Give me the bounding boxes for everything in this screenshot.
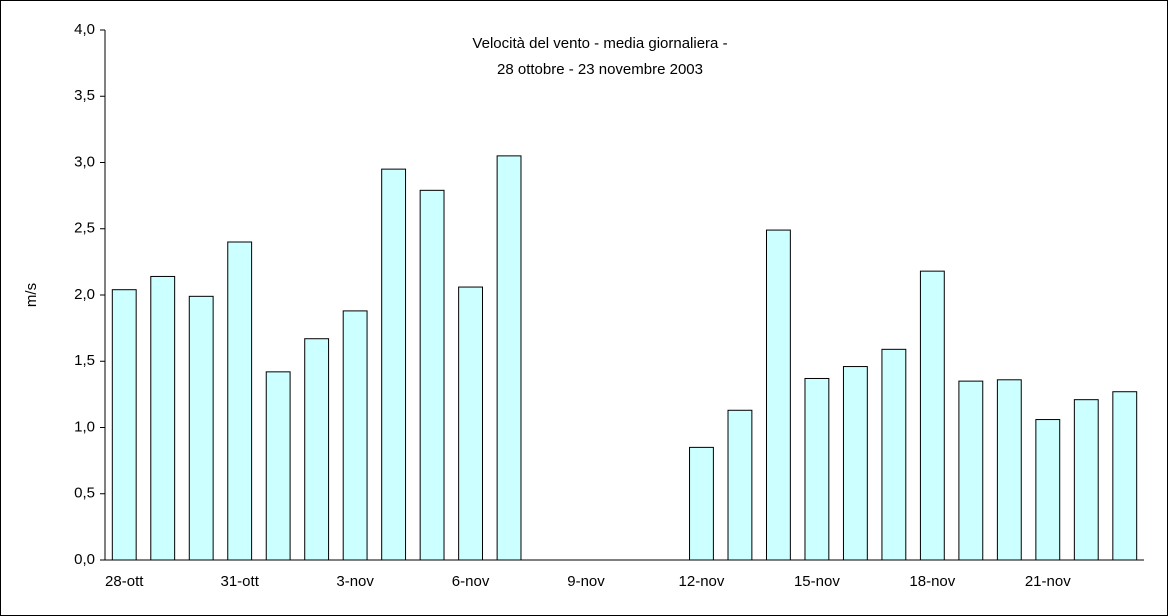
bar [227, 241, 253, 561]
bar [689, 446, 714, 561]
y-tick-label: 2,5 [74, 220, 95, 237]
bar [804, 377, 830, 561]
x-tick-label: 28-ott [105, 573, 144, 590]
x-tick-label: 18-nov [909, 573, 955, 590]
bar [1112, 391, 1138, 561]
bar [188, 295, 214, 561]
bar [727, 409, 753, 561]
y-tick-label: 3,0 [74, 153, 95, 170]
x-tick-label: 21-nov [1025, 573, 1071, 590]
bar [996, 379, 1022, 561]
bar [111, 289, 137, 561]
x-tick-label: 31-ott [221, 573, 260, 590]
y-tick-label: 0,5 [74, 485, 95, 502]
bar [881, 348, 907, 561]
bar [342, 310, 368, 561]
y-tick-label: 3,5 [74, 87, 95, 104]
x-tick-label: 6-nov [452, 573, 490, 590]
bar [1035, 419, 1061, 561]
bar [150, 275, 176, 561]
bar [496, 155, 522, 561]
y-tick-label: 4,0 [74, 21, 95, 38]
bar [1073, 399, 1099, 561]
bar [458, 286, 484, 561]
bar [381, 168, 407, 561]
bar [958, 380, 984, 561]
y-tick-label: 0,0 [74, 551, 95, 568]
chart-title: 28 ottobre - 23 novembre 2003 [497, 61, 703, 78]
bar [919, 270, 945, 561]
x-tick-label: 15-nov [794, 573, 840, 590]
x-tick-label: 3-nov [336, 573, 374, 590]
bar [304, 338, 330, 561]
chart-title: Velocità del vento - media giornaliera - [472, 35, 727, 52]
y-tick-label: 1,5 [74, 352, 95, 369]
y-tick-label: 1,0 [74, 418, 95, 435]
bar [419, 189, 445, 561]
x-tick-label: 12-nov [679, 573, 725, 590]
y-axis-label: m/s [23, 283, 40, 307]
bar [842, 366, 868, 561]
x-tick-label: 9-nov [567, 573, 605, 590]
bar [265, 371, 291, 561]
y-tick-label: 2,0 [74, 286, 95, 303]
bar [765, 229, 791, 561]
